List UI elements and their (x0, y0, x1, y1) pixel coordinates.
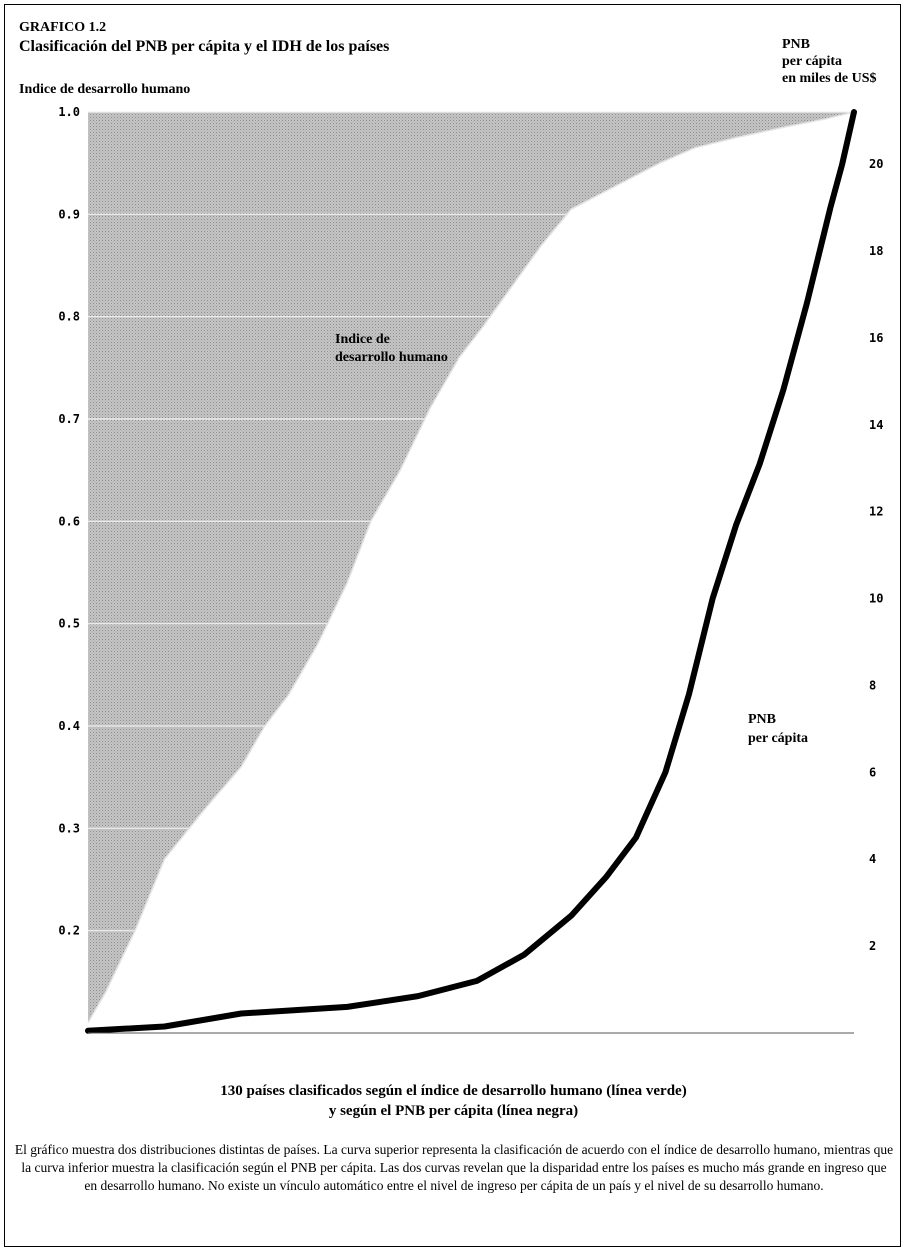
right-axis-label-line-1: PNB (782, 37, 810, 52)
gnp-annotation-line-2: per cápita (748, 731, 808, 746)
right-tick-labels: 20 18 16 14 12 10 8 6 4 2 (869, 157, 883, 953)
hdi-gnp-chart: 1.0 0.9 0.8 0.7 0.6 0.5 0.4 0.3 0.2 20 18 16 14 12 10… (58, 105, 883, 1034)
right-tick-8: 4 (869, 852, 876, 866)
caption-line-1: 130 países clasificados según el índice … (220, 1083, 687, 1099)
right-axis-label: PNB per cápita en miles de US$ (782, 36, 904, 87)
left-tick-1: 0.9 (58, 207, 80, 221)
left-axis-label: Indice de desarrollo humano (19, 82, 191, 97)
left-tick-2: 0.8 (58, 310, 80, 324)
gnp-line (85, 109, 857, 1034)
left-tick-5: 0.5 (58, 617, 80, 631)
caption-line-2: y según el PNB per cápita (línea negra) (328, 1103, 579, 1119)
right-tick-2: 16 (869, 331, 883, 345)
right-axis-label-line-2: per cápita (782, 54, 843, 69)
right-tick-0: 20 (869, 157, 883, 171)
right-tick-7: 6 (869, 765, 876, 779)
left-tick-7: 0.3 (58, 821, 80, 835)
left-tick-3: 0.7 (58, 412, 80, 426)
explanatory-note: El gráfico muestra dos distribuciones di… (14, 1142, 894, 1193)
hdi-annotation: Indice de desarrollo humano (335, 332, 448, 365)
left-tick-4: 0.6 (58, 514, 80, 528)
right-tick-1: 18 (869, 244, 883, 258)
left-tick-8: 0.2 (58, 924, 80, 938)
right-tick-5: 10 (869, 592, 883, 606)
right-tick-9: 2 (869, 939, 876, 953)
figure-frame (4, 4, 901, 1247)
right-tick-6: 8 (869, 678, 876, 692)
left-tick-0: 1.0 (58, 105, 80, 119)
chart-title: Clasificación del PNB per cápita y el ID… (19, 38, 390, 55)
left-tick-6: 0.4 (58, 719, 80, 733)
right-axis-label-line-3: en miles de US$ (782, 71, 877, 86)
left-tick-labels: 1.0 0.9 0.8 0.7 0.6 0.5 0.4 0.3 0.2 (58, 105, 80, 938)
chart-caption: 130 países clasificados según el índice … (0, 1081, 907, 1121)
figure-label: GRAFICO 1.2 (19, 20, 107, 35)
hdi-annotation-line-1: Indice de (335, 332, 390, 347)
gnp-annotation: PNB per cápita (748, 712, 808, 746)
right-tick-4: 12 (869, 505, 883, 519)
right-tick-3: 14 (869, 418, 883, 432)
hdi-annotation-line-2: desarrollo humano (335, 350, 448, 365)
hdi-line (87, 111, 855, 1024)
gnp-annotation-line-1: PNB (748, 712, 776, 727)
